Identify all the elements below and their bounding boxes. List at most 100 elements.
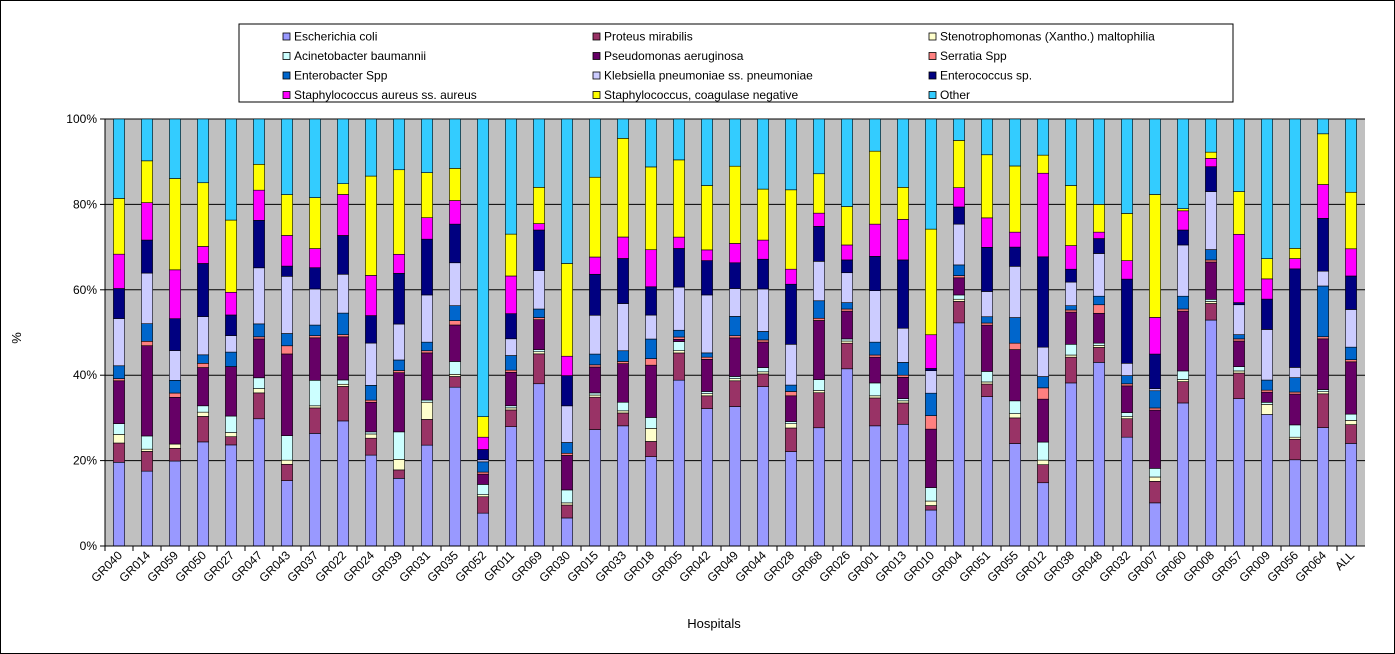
bar-segment xyxy=(869,118,881,152)
bar-segment xyxy=(729,165,741,244)
bar-segment xyxy=(337,383,349,387)
bar-segment xyxy=(477,436,489,450)
bar-segment xyxy=(365,401,377,433)
bar-segment xyxy=(1233,370,1245,374)
bar-segment xyxy=(673,159,685,238)
bar-segment xyxy=(953,118,965,141)
bar-segment xyxy=(1261,329,1273,381)
legend-box xyxy=(238,23,1234,103)
bar-segment xyxy=(253,377,265,389)
bar-segment xyxy=(113,118,125,199)
bar-segment xyxy=(1177,244,1189,297)
bar-segment xyxy=(1345,443,1357,547)
bar-segment xyxy=(1177,310,1189,372)
bar-segment xyxy=(841,340,853,344)
bar-segment xyxy=(533,308,545,318)
bar-segment xyxy=(225,444,237,547)
bar-segment xyxy=(1205,151,1217,159)
bar-segment xyxy=(589,429,601,547)
bar-segment xyxy=(1205,303,1217,321)
bar-segment xyxy=(253,163,265,191)
legend-label: Proteus mirabilis xyxy=(604,30,693,44)
bar-segment xyxy=(421,118,433,173)
bar-segment xyxy=(785,344,797,386)
bar-segment xyxy=(1177,402,1189,547)
bar-segment xyxy=(1037,172,1049,258)
bar-segment xyxy=(1289,377,1301,393)
bar-segment xyxy=(897,402,909,425)
bar-segment xyxy=(113,434,125,444)
bar-segment xyxy=(813,427,825,547)
bar-segment xyxy=(141,451,153,472)
bar-segment xyxy=(309,379,321,407)
bar-segment xyxy=(953,277,965,296)
bar-segment xyxy=(841,308,853,312)
bar-segment xyxy=(281,276,293,334)
bar-segment xyxy=(113,378,125,382)
bar-segment xyxy=(981,118,993,156)
bar-segment xyxy=(505,275,517,314)
bar-segment xyxy=(757,386,769,547)
bar-segment xyxy=(645,441,657,457)
bar-segment xyxy=(365,399,377,403)
bar-segment xyxy=(1121,436,1133,547)
bar-segment xyxy=(1289,391,1301,395)
bar-segment xyxy=(785,189,797,270)
bar-segment xyxy=(729,118,741,167)
bar-segment xyxy=(253,220,265,269)
bar-segment xyxy=(1065,118,1077,186)
bar-segment xyxy=(1261,298,1273,330)
bar-segment xyxy=(1065,268,1077,283)
bar-segment xyxy=(197,182,209,247)
legend-label: Stenotrophomonas (Xantho.) maltophilia xyxy=(940,30,1155,44)
legend-label: Acinetobacter baumannii xyxy=(294,49,426,63)
bar-segment xyxy=(253,267,265,325)
bar-segment xyxy=(281,235,293,267)
bar-segment xyxy=(589,366,601,394)
legend-label: Pseudomonas aeruginosa xyxy=(604,49,744,63)
bar-segment xyxy=(309,337,321,381)
bar-segment xyxy=(981,324,993,372)
bar-segment xyxy=(785,427,797,452)
legend-swatch xyxy=(282,71,291,80)
bar-segment xyxy=(533,383,545,547)
bar-segment xyxy=(365,315,377,344)
bar-segment xyxy=(477,496,489,514)
bar-segment xyxy=(673,352,685,381)
bar-segment xyxy=(169,269,181,319)
bar-segment xyxy=(589,273,601,316)
bar-segment xyxy=(673,248,685,288)
bar-segment xyxy=(1233,302,1245,306)
bar-segment xyxy=(589,256,601,275)
bar-segment xyxy=(869,256,881,291)
bar-segment xyxy=(169,318,181,351)
bar-segment xyxy=(1317,218,1329,272)
bar-segment xyxy=(645,456,657,547)
bar-segment xyxy=(841,206,853,246)
bar-segment xyxy=(477,118,489,417)
bar-segment xyxy=(1037,441,1049,461)
bar-segment xyxy=(841,272,853,303)
y-axis-title: % xyxy=(9,332,24,344)
bar-segment xyxy=(1261,402,1273,405)
bar-segment xyxy=(1093,347,1105,363)
bar-segment xyxy=(393,459,405,471)
legend-label: Enterococcus sp. xyxy=(940,69,1032,83)
bar-segment xyxy=(1037,464,1049,484)
bar-segment xyxy=(757,373,769,387)
bar-segment xyxy=(589,314,601,355)
bar-segment xyxy=(1177,229,1189,246)
bar-segment xyxy=(1037,154,1049,174)
bar-segment xyxy=(1121,418,1133,438)
bar-segment xyxy=(701,185,713,251)
bar-segment xyxy=(1317,338,1329,390)
bar-segment xyxy=(197,405,209,413)
bar-segment xyxy=(841,244,853,261)
bar-segment xyxy=(701,260,713,296)
bar-segment xyxy=(1121,362,1133,376)
bar-segment xyxy=(813,300,825,319)
bar-segment xyxy=(1177,208,1189,212)
bar-segment xyxy=(533,229,545,271)
legend-swatch xyxy=(928,91,937,99)
bar-segment xyxy=(1009,317,1021,344)
